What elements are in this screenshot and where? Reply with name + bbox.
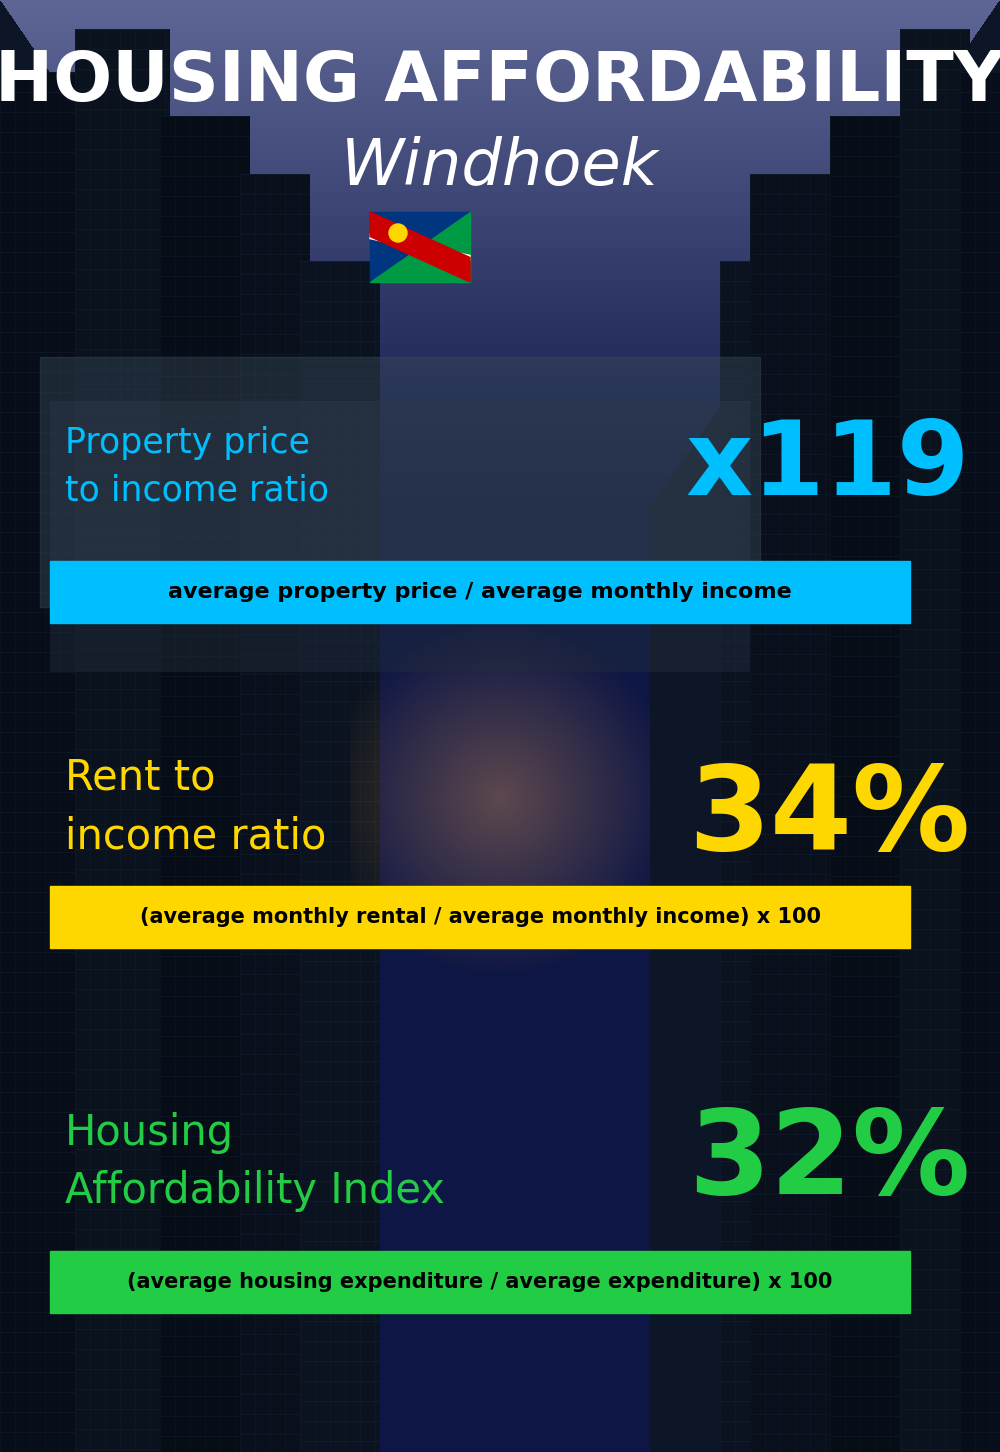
- Polygon shape: [370, 234, 470, 260]
- Bar: [40, 357, 760, 607]
- Bar: [50, 886, 910, 948]
- Text: (average housing expenditure / average expenditure) x 100: (average housing expenditure / average e…: [127, 1272, 833, 1292]
- Text: average property price / average monthly income: average property price / average monthly…: [168, 582, 792, 603]
- Polygon shape: [370, 212, 470, 282]
- Text: Windhoek: Windhoek: [341, 136, 659, 197]
- Text: x119: x119: [686, 417, 970, 517]
- Text: Rent to
income ratio: Rent to income ratio: [65, 756, 326, 857]
- Text: HOUSING AFFORDABILITY: HOUSING AFFORDABILITY: [0, 48, 1000, 116]
- Bar: [50, 1252, 910, 1313]
- Circle shape: [389, 224, 407, 242]
- Text: Property price
to income ratio: Property price to income ratio: [65, 427, 329, 508]
- Text: Housing
Affordability Index: Housing Affordability Index: [65, 1112, 445, 1212]
- Text: 32%: 32%: [688, 1105, 970, 1220]
- Polygon shape: [370, 212, 470, 282]
- Text: 34%: 34%: [688, 759, 970, 874]
- Bar: [50, 560, 910, 623]
- Text: (average monthly rental / average monthly income) x 100: (average monthly rental / average monthl…: [140, 908, 820, 926]
- Polygon shape: [370, 212, 470, 282]
